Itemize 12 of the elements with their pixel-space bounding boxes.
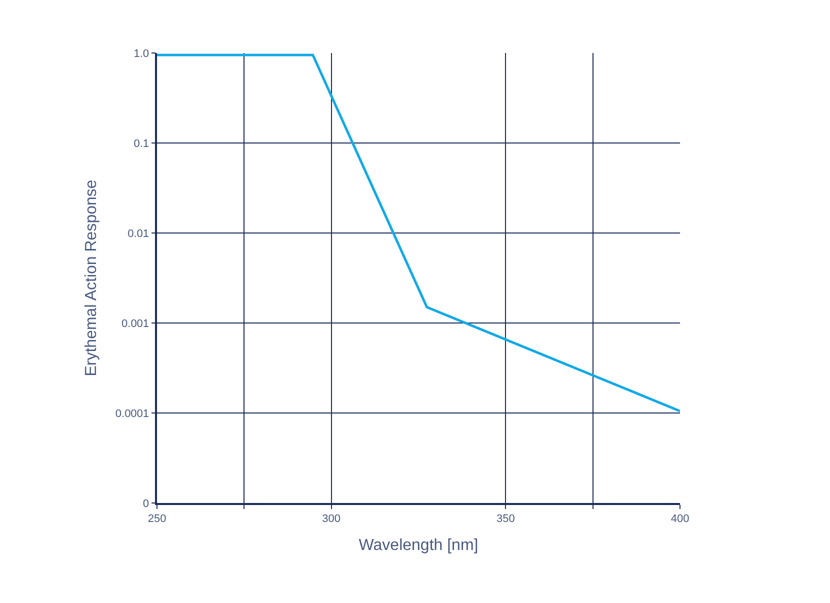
x-tick-label: 300 [322,512,341,525]
y-tick-label: 0.001 [122,318,150,330]
y-tick-label: 0.1 [134,138,150,150]
x-tick-label: 350 [496,512,515,525]
x-axis-title: Wavelength [nm] [358,537,478,554]
x-tick-label: 250 [148,512,166,525]
x-tick-label: 400 [670,512,690,525]
y-tick-label: 1.0 [134,48,150,60]
y-tick-label: 0.0001 [115,408,150,420]
y-tick-label: 0.01 [128,228,150,240]
y-tick-label: 0 [142,498,150,510]
y-axis-title: Erythemal Action Response [82,180,100,376]
